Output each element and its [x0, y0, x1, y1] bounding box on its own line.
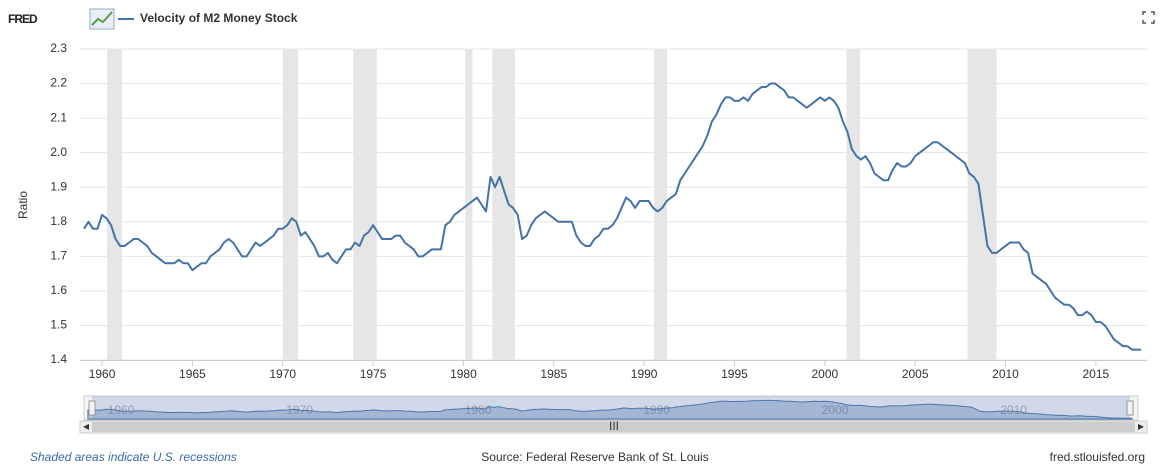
- recession-band: [353, 49, 377, 360]
- recession-band: [492, 49, 515, 360]
- x-tick-label: 1965: [179, 367, 206, 381]
- recession-note[interactable]: Shaded areas indicate U.S. recessions: [30, 450, 237, 464]
- x-tick-label: 1975: [360, 367, 387, 381]
- recession-band: [654, 49, 668, 360]
- navigator-mask: [92, 396, 1130, 420]
- x-tick-label: 2015: [1083, 367, 1110, 381]
- navigator-area: [87, 399, 1133, 420]
- navigator-label: 1960: [108, 403, 135, 417]
- navigator-label: 1980: [465, 403, 492, 417]
- navigator-label: 2000: [822, 403, 849, 417]
- logo-icon: [89, 8, 115, 30]
- y-tick-label: 2.3: [50, 41, 67, 55]
- fullscreen-icon[interactable]: [1142, 11, 1155, 24]
- y-tick-label: 1.7: [50, 249, 67, 263]
- svg-text:◂: ◂: [83, 419, 89, 433]
- navigator-handle[interactable]: [1126, 400, 1134, 416]
- navigator[interactable]: 1960 1970 1980 1990 2000 2010: [83, 395, 1139, 421]
- x-tick-label: 1990: [631, 367, 658, 381]
- x-tick-label: 1980: [450, 367, 477, 381]
- recession-band: [107, 49, 122, 360]
- source-note: Source: Federal Reserve Bank of St. Loui…: [481, 450, 708, 464]
- x-tick-label: 1960: [89, 367, 116, 381]
- legend-label: Velocity of M2 Money Stock: [140, 11, 298, 25]
- series-line: [83, 82, 1142, 351]
- navigator-label: 2010: [1000, 403, 1027, 417]
- recession-band: [282, 49, 299, 360]
- grid-layer: 1.4 1.5 1.6 1.7 1.8 1.9 2.0 2.1 2.2 2.3 1960 1965 19…: [50, 41, 1147, 381]
- y-tick-label: 2.0: [50, 145, 67, 159]
- x-tick-label: 1970: [269, 367, 296, 381]
- navigator-label: 1990: [643, 403, 670, 417]
- x-tick-label: 1995: [721, 367, 748, 381]
- plot-layer: [83, 82, 1142, 351]
- y-tick-label: 2.1: [50, 110, 67, 124]
- y-axis-label: Ratio: [16, 191, 30, 219]
- y-tick-label: 1.6: [50, 283, 67, 297]
- svg-text:III: III: [609, 419, 619, 433]
- recession-band: [846, 49, 861, 360]
- x-tick-label: 2005: [902, 367, 929, 381]
- site-link[interactable]: fred.stlouisfed.org: [1050, 450, 1145, 464]
- y-tick-label: 1.4: [50, 352, 67, 366]
- x-tick-label: 2000: [811, 367, 838, 381]
- x-tick-label: 2010: [992, 367, 1019, 381]
- y-tick-label: 2.2: [50, 76, 67, 90]
- scrollbar[interactable]: ◂ ▸ III: [79, 419, 1148, 434]
- y-tick-label: 1.5: [50, 318, 67, 332]
- svg-text:▸: ▸: [1138, 419, 1144, 433]
- y-tick-label: 1.9: [50, 179, 67, 193]
- y-tick-label: 1.8: [50, 214, 67, 228]
- x-tick-label: 1985: [540, 367, 567, 381]
- brand-logo: FRED: [8, 12, 38, 26]
- navigator-handle[interactable]: [88, 400, 96, 416]
